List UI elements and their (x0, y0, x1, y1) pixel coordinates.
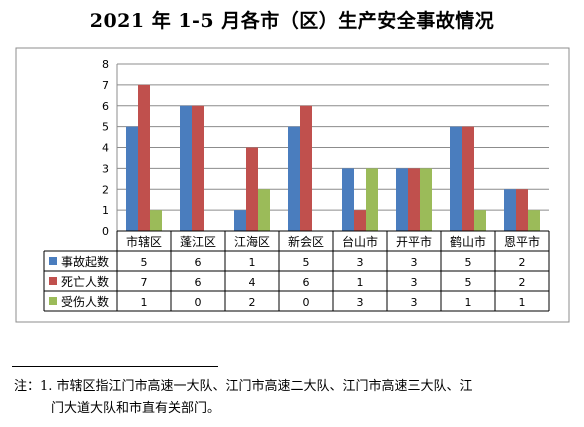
y-tick-label-3: 3 (102, 162, 109, 175)
chart-frame (15, 47, 570, 323)
data-label-死亡人数-市辖区: 7 (141, 276, 148, 289)
data-label-死亡人数-蓬江区: 6 (195, 276, 202, 289)
legend-swatch-事故起数 (49, 257, 57, 265)
bar-台山市-事故起数 (342, 168, 354, 231)
data-label-死亡人数-恩平市: 2 (519, 276, 526, 289)
data-label-受伤人数-台山市: 3 (357, 296, 364, 309)
bar-恩平市-事故起数 (504, 189, 516, 231)
bar-恩平市-受伤人数 (528, 210, 540, 231)
data-label-死亡人数-台山市: 1 (357, 276, 364, 289)
data-label-受伤人数-江海区: 2 (249, 296, 256, 309)
bar-蓬江区-事故起数 (180, 105, 192, 231)
data-label-事故起数-鹤山市: 5 (465, 256, 472, 269)
bar-江海区-死亡人数 (246, 147, 258, 231)
data-label-事故起数-江海区: 1 (249, 256, 256, 269)
y-tick-label-2: 2 (102, 183, 109, 196)
bar-市辖区-受伤人数 (150, 210, 162, 231)
x-tick-label-市辖区: 市辖区 (126, 234, 162, 249)
data-label-受伤人数-市辖区: 1 (141, 296, 148, 309)
data-label-事故起数-蓬江区: 6 (195, 256, 202, 269)
bar-开平市-受伤人数 (420, 168, 432, 231)
data-label-事故起数-恩平市: 2 (519, 256, 526, 269)
data-label-受伤人数-鹤山市: 1 (465, 296, 472, 309)
x-tick-label-鹤山市: 鹤山市 (450, 234, 486, 249)
y-axis-ticks: 0 1 2 3 4 5 6 7 8 (102, 58, 109, 238)
bar-鹤山市-事故起数 (450, 126, 462, 231)
data-label-受伤人数-恩平市: 1 (519, 296, 526, 309)
x-tick-label-蓬江区: 蓬江区 (180, 235, 216, 249)
data-label-死亡人数-江海区: 4 (249, 276, 256, 289)
footnote-rule (12, 366, 218, 367)
legend-label-死亡人数: 死亡人数 (61, 274, 109, 289)
bar-蓬江区-死亡人数 (192, 105, 204, 231)
data-label-死亡人数-鹤山市: 5 (465, 276, 472, 289)
y-tick-label-5: 5 (102, 121, 109, 134)
x-tick-label-开平市: 开平市 (396, 234, 432, 249)
data-label-受伤人数-新会区: 0 (303, 296, 310, 309)
data-label-事故起数-新会区: 5 (303, 256, 310, 269)
bar-鹤山市-死亡人数 (462, 126, 474, 231)
legend-swatch-死亡人数 (49, 277, 57, 285)
bar-市辖区-死亡人数 (138, 84, 150, 231)
bars (126, 84, 540, 231)
y-tick-label-0: 0 (102, 225, 109, 238)
y-tick-label-1: 1 (102, 204, 109, 217)
bar-台山市-受伤人数 (366, 168, 378, 231)
x-tick-label-江海区: 江海区 (234, 234, 270, 249)
bar-开平市-事故起数 (396, 168, 408, 231)
bar-鹤山市-受伤人数 (474, 210, 486, 231)
footnote-line-1: 注：1. 市辖区指江门市高速一大队、江门市高速二大队、江门市高速三大队、江 (14, 379, 473, 394)
y-tick-label-7: 7 (102, 79, 109, 92)
footnote-line-2: 门大道大队和市直有关部门。 (51, 401, 221, 416)
data-label-事故起数-台山市: 3 (357, 256, 364, 269)
data-label-死亡人数-开平市: 3 (411, 276, 418, 289)
x-tick-label-新会区: 新会区 (288, 234, 324, 249)
bar-恩平市-死亡人数 (516, 189, 528, 231)
bar-江海区-事故起数 (234, 210, 246, 231)
x-tick-label-台山市: 台山市 (342, 234, 378, 249)
footnote: 注：1. 市辖区指江门市高速一大队、江门市高速二大队、江门市高速三大队、江 门大… (14, 376, 576, 420)
data-label-受伤人数-开平市: 3 (411, 296, 418, 309)
bar-新会区-事故起数 (288, 126, 300, 231)
bar-江海区-受伤人数 (258, 189, 270, 231)
bar-开平市-死亡人数 (408, 168, 420, 231)
data-label-事故起数-开平市: 3 (411, 256, 418, 269)
legend-label-受伤人数: 受伤人数 (61, 294, 109, 309)
data-label-受伤人数-蓬江区: 0 (195, 296, 202, 309)
y-tick-label-4: 4 (102, 142, 109, 155)
y-tick-label-6: 6 (102, 100, 109, 113)
chart-title: 2021 年 1-5 月各市（区）生产安全事故情况 (89, 10, 495, 32)
bar-新会区-死亡人数 (300, 105, 312, 231)
bar-台山市-死亡人数 (354, 210, 366, 231)
legend-swatch-受伤人数 (49, 297, 57, 305)
y-tick-label-8: 8 (102, 58, 109, 71)
legend-label-事故起数: 事故起数 (61, 254, 109, 269)
data-label-事故起数-市辖区: 5 (141, 256, 148, 269)
data-label-死亡人数-新会区: 6 (303, 276, 310, 289)
x-tick-label-恩平市: 恩平市 (504, 234, 540, 249)
bar-市辖区-事故起数 (126, 126, 138, 231)
